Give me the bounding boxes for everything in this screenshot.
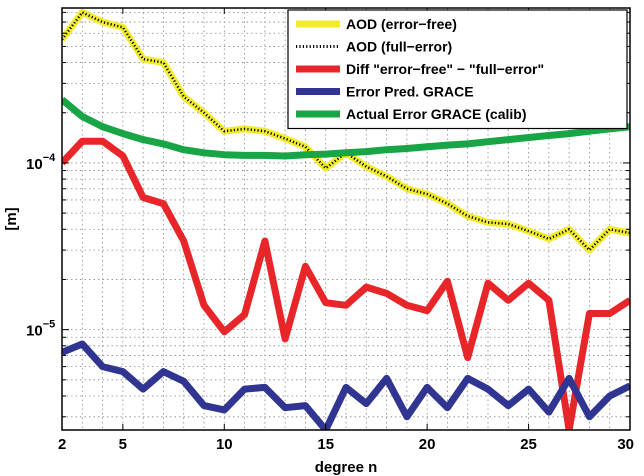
plot-area: [62, 8, 630, 430]
y-axis-label: [m]: [3, 207, 20, 230]
legend-label: Actual Error GRACE (calib): [346, 106, 526, 122]
x-tick-label: 5: [119, 436, 127, 453]
series-group: [62, 8, 630, 430]
legend: AOD (error−free) AOD (full−error) Diff "er…: [287, 9, 628, 130]
legend-label: Error Pred. GRACE: [346, 84, 474, 100]
x-tick-label: 20: [419, 436, 436, 453]
legend-label: AOD (full−error): [346, 39, 452, 55]
x-axis-label: degree n: [315, 459, 378, 476]
y-tick-label: 10−4: [26, 152, 56, 173]
x-tick-label: 30: [617, 436, 634, 453]
legend-label: Diff "error−free" − "full−error": [346, 61, 544, 77]
series-line-3: [62, 137, 630, 430]
series-line-4: [62, 340, 630, 430]
legend-label: AOD (error−free): [346, 16, 457, 32]
series-line-5: [62, 96, 630, 160]
x-tick-label: 15: [317, 436, 334, 453]
x-tick-label: 10: [216, 436, 233, 453]
x-tick-label: 2: [58, 436, 66, 453]
legend-box: [287, 9, 628, 130]
y-tick-label: 10−5: [26, 319, 55, 340]
x-tick-label: 25: [520, 436, 537, 453]
axes-frame: [61, 7, 631, 431]
